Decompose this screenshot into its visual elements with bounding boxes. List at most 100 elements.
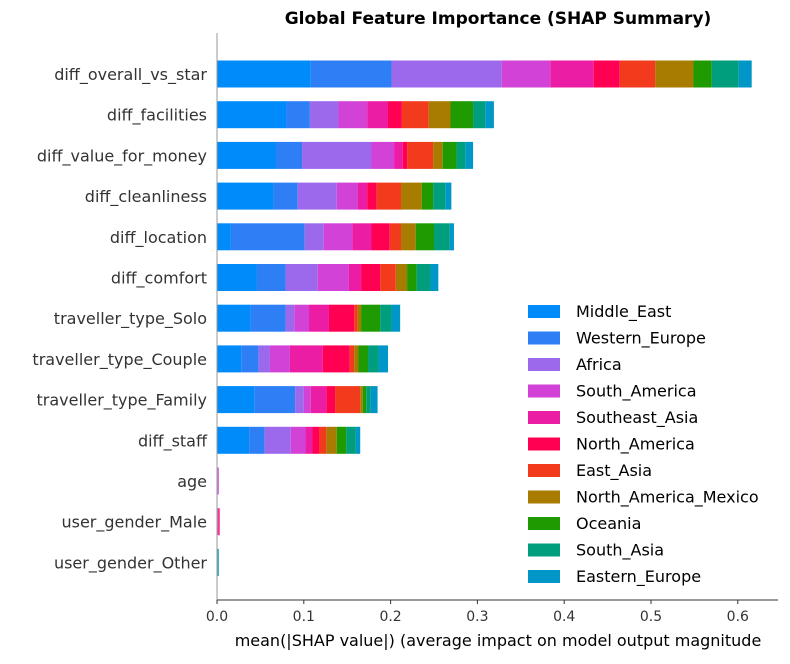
bar-segment-traveller_type_Couple-North_America (322, 345, 350, 373)
bar-segment-diff_staff-East_Asia (319, 426, 327, 454)
bar-segment-diff_overall_vs_star-Middle_East (217, 60, 311, 88)
bar-segment-traveller_type_Family-North_America_Mexico (360, 386, 363, 414)
bar-segment-diff_comfort-North_America_Mexico (395, 264, 408, 291)
x-tick-label: 0.1 (293, 609, 315, 625)
legend-label: East_Asia (576, 461, 652, 481)
bar-segment-traveller_type_Family-South_America (303, 386, 311, 414)
bar-segment-traveller_type_Family-Africa (295, 386, 304, 414)
y-axis: diff_overall_vs_star diff_facilities diff_… (32, 33, 218, 600)
legend-swatch (528, 490, 560, 504)
bar-segment-diff_overall_vs_star-Eastern_Europe (738, 60, 752, 88)
bar-segment-diff_staff-Western_Europe (249, 426, 265, 454)
legend-label: Africa (576, 355, 622, 374)
y-tick-label: user_gender_Male (61, 513, 207, 533)
bar-segment-traveller_type_Solo-South_Asia (380, 304, 392, 332)
y-tick-label: traveller_type_Family (36, 391, 207, 411)
bar-segment-traveller_type_Solo-Africa (285, 304, 295, 332)
bar-segment-diff_comfort-Southeast_Asia (348, 264, 362, 291)
x-axis-label: mean(|SHAP value|) (average impact on mo… (235, 631, 762, 650)
legend-label: South_America (576, 382, 697, 402)
y-tick-label: user_gender_Other (54, 553, 207, 573)
bar-segment-diff_overall_vs_star-Southeast_Asia (550, 60, 594, 88)
bar-segment-traveller_type_Solo-South_America (294, 304, 310, 332)
legend-label: North_America_Mexico (576, 488, 759, 508)
bar-segment-diff_overall_vs_star-Oceania (693, 60, 712, 88)
legend-item: East_Asia (528, 461, 652, 481)
legend-swatch (528, 464, 560, 477)
y-tick-label: traveller_type_Solo (54, 309, 207, 329)
legend-label: South_Asia (576, 541, 664, 561)
bar-segment-traveller_type_Family-Middle_East (217, 386, 255, 414)
bar-segment-diff_facilities-Eastern_Europe (485, 101, 494, 129)
bar-segment-diff_cleanliness-Middle_East (217, 182, 274, 210)
bar-segment-traveller_type_Solo-Oceania (361, 304, 381, 332)
legend-label: Southeast_Asia (576, 408, 698, 428)
legend-swatch (528, 517, 560, 530)
bar-segment-diff_location-North_America_Mexico (401, 223, 416, 251)
bar-segment-diff_cleanliness-Oceania (421, 182, 434, 210)
bar-segment-traveller_type_Family-North_America (326, 386, 336, 414)
bar-segment-diff_value_for_money-Africa (302, 141, 372, 169)
bar-segment-diff_facilities-North_America_Mexico (428, 101, 451, 129)
bar-segment-diff_staff-Southeast_Asia (305, 426, 313, 454)
bar-segment-diff_location-Eastern_Europe (449, 223, 454, 251)
bar-segment-diff_staff-South_Asia (346, 426, 356, 454)
bar-segment-traveller_type_Couple-Middle_East (217, 345, 242, 373)
x-tick-label: 0.0 (206, 609, 228, 625)
bar-segment-diff_cleanliness-Eastern_Europe (445, 182, 452, 210)
bar-segment-diff_cleanliness-Southeast_Asia (357, 182, 368, 210)
bar-segment-traveller_type_Solo-Southeast_Asia (309, 304, 329, 332)
bar-segment-traveller_type_Solo-Western_Europe (250, 304, 286, 332)
bar-segment-traveller_type_Couple-North_America_Mexico (354, 345, 359, 373)
legend-label: North_America (576, 435, 695, 455)
bar-segment-diff_staff-North_America_Mexico (326, 426, 337, 454)
bar-segment-traveller_type_Family-East_Asia (335, 386, 361, 414)
bar-segment-user_gender_Male-North_America (218, 508, 220, 536)
bar-segment-diff_comfort-Oceania (407, 264, 417, 291)
bar-segment-diff_overall_vs_star-Western_Europe (310, 60, 392, 88)
bar-segment-diff_value_for_money-East_Asia (407, 141, 434, 169)
bar-segment-diff_overall_vs_star-East_Asia (619, 60, 656, 88)
legend-item: North_America (528, 435, 695, 455)
legend-swatch (528, 543, 560, 557)
legend-item: Middle_East (528, 302, 671, 322)
bar-segment-diff_staff-Oceania (336, 426, 347, 454)
bar-segment-diff_staff-South_America (290, 426, 306, 454)
x-tick-label: 0.3 (466, 609, 488, 625)
bars-layer (217, 60, 752, 576)
bar-segment-diff_cleanliness-Western_Europe (273, 182, 298, 210)
bar-segment-traveller_type_Solo-North_America (328, 304, 355, 332)
bar-segment-diff_location-South_America (323, 223, 353, 251)
legend-item: South_Asia (528, 541, 664, 561)
bar-segment-traveller_type_Solo-East_Asia (354, 304, 358, 332)
bar-segment-age-South_America (217, 467, 219, 495)
bar-segment-diff_comfort-South_America (317, 264, 349, 291)
legend-label: Oceania (576, 514, 641, 533)
bar-segment-traveller_type_Family-Western_Europe (254, 386, 296, 414)
legend-item: South_America (528, 382, 697, 402)
bar-segment-diff_facilities-Africa (309, 101, 339, 129)
bar-segment-traveller_type_Family-Eastern_Europe (370, 386, 378, 414)
legend-item: Western_Europe (528, 329, 706, 349)
legend-swatch (528, 570, 560, 583)
bar-segment-traveller_type_Solo-Eastern_Europe (391, 304, 401, 332)
legend-label: Eastern_Europe (576, 567, 701, 587)
y-tick-label: traveller_type_Couple (32, 350, 207, 370)
legend: Middle_East Western_Europe Africa South_Ame… (528, 302, 759, 587)
legend-item: Eastern_Europe (528, 567, 701, 587)
y-tick-label: diff_location (110, 228, 207, 248)
bar-segment-diff_location-Oceania (415, 223, 434, 251)
bar-segment-diff_location-Middle_East (217, 223, 231, 251)
legend-item: Oceania (528, 514, 641, 533)
bar-segment-diff_cleanliness-South_America (336, 182, 358, 210)
y-tick-label: diff_facilities (107, 106, 207, 126)
bar-segment-diff_staff-Middle_East (217, 426, 250, 454)
bar-segment-traveller_type_Couple-East_Asia (349, 345, 355, 373)
legend-swatch (528, 437, 560, 451)
bar-segment-diff_facilities-North_America (388, 101, 402, 129)
x-axis: 0.0 0.1 0.2 0.3 0.4 0.5 0.6 (206, 599, 778, 625)
bar-segment-traveller_type_Couple-South_America (269, 345, 290, 373)
bar-segment-diff_comfort-Middle_East (217, 264, 257, 291)
chart-title: Global Feature Importance (SHAP Summary) (285, 9, 712, 29)
bar-segment-diff_facilities-Middle_East (217, 101, 287, 129)
